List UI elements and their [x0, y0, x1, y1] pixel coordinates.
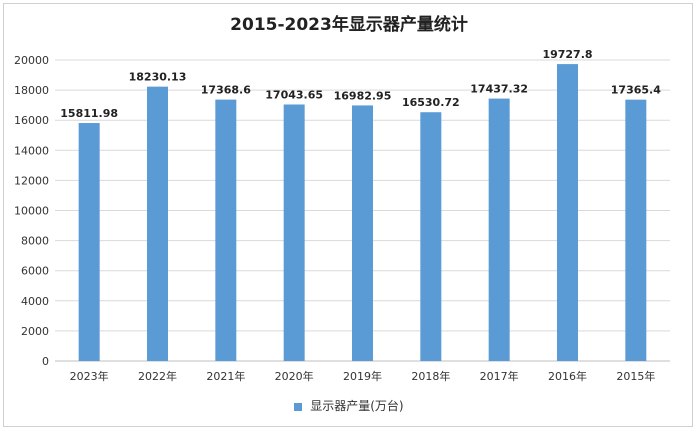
legend: 显示器产量(万台) [0, 397, 698, 414]
y-tick-label: 0 [42, 355, 49, 368]
data-label: 17365.4 [611, 84, 661, 97]
x-tick-label: 2016年 [548, 369, 587, 383]
bars [78, 64, 647, 362]
y-tick-label: 16000 [14, 114, 49, 127]
bar [78, 123, 100, 362]
bar [352, 105, 373, 361]
bar [147, 86, 168, 362]
y-tick-label: 6000 [21, 265, 49, 278]
data-label: 16982.95 [334, 89, 392, 102]
data-labels: 15811.98 18230.13 17368.6 17043.65 16982.95 1… [60, 48, 661, 120]
y-tick-label: 12000 [14, 174, 49, 187]
legend-swatch [294, 402, 303, 411]
bar [215, 99, 237, 361]
x-tick-label: 2022年 [138, 369, 177, 383]
x-axis-categories: 2023年 2022年 2021年 2020年 2019年 2018年 2017年 2016年… [70, 369, 656, 383]
x-tick-label: 2020年 [275, 369, 314, 383]
bar [488, 98, 510, 362]
bar [420, 112, 442, 361]
x-tick-label: 2023年 [70, 369, 109, 383]
data-label: 19727.8 [542, 48, 592, 61]
y-tick-label: 10000 [14, 205, 49, 218]
bar [557, 64, 578, 361]
x-tick-label: 2018年 [411, 369, 450, 383]
x-tick-label: 2015年 [616, 369, 655, 383]
y-tick-label: 18000 [14, 84, 49, 97]
data-label: 17437.32 [470, 83, 528, 96]
x-tick-label: 2021年 [206, 369, 245, 383]
bar [625, 99, 647, 361]
data-label: 16530.72 [402, 96, 460, 109]
y-axis-ticks: 0 2000 4000 6000 8000 10000 12000 14000 16000 180… [14, 54, 49, 368]
data-label: 15811.98 [60, 107, 118, 120]
y-tick-label: 14000 [14, 144, 49, 157]
data-label: 17368.6 [201, 84, 251, 97]
data-label: 17043.65 [265, 88, 323, 101]
y-tick-label: 2000 [21, 325, 49, 338]
legend-label: 显示器产量(万台) [310, 399, 404, 413]
data-label: 18230.13 [129, 71, 187, 84]
chart-title: 2015-2023年显示器产量统计 [230, 15, 468, 35]
y-tick-label: 20000 [14, 54, 49, 67]
x-tick-label: 2019年 [343, 369, 382, 383]
y-tick-label: 8000 [21, 235, 49, 248]
x-tick-label: 2017年 [480, 369, 519, 383]
y-tick-label: 4000 [21, 295, 49, 308]
bar [283, 104, 305, 361]
